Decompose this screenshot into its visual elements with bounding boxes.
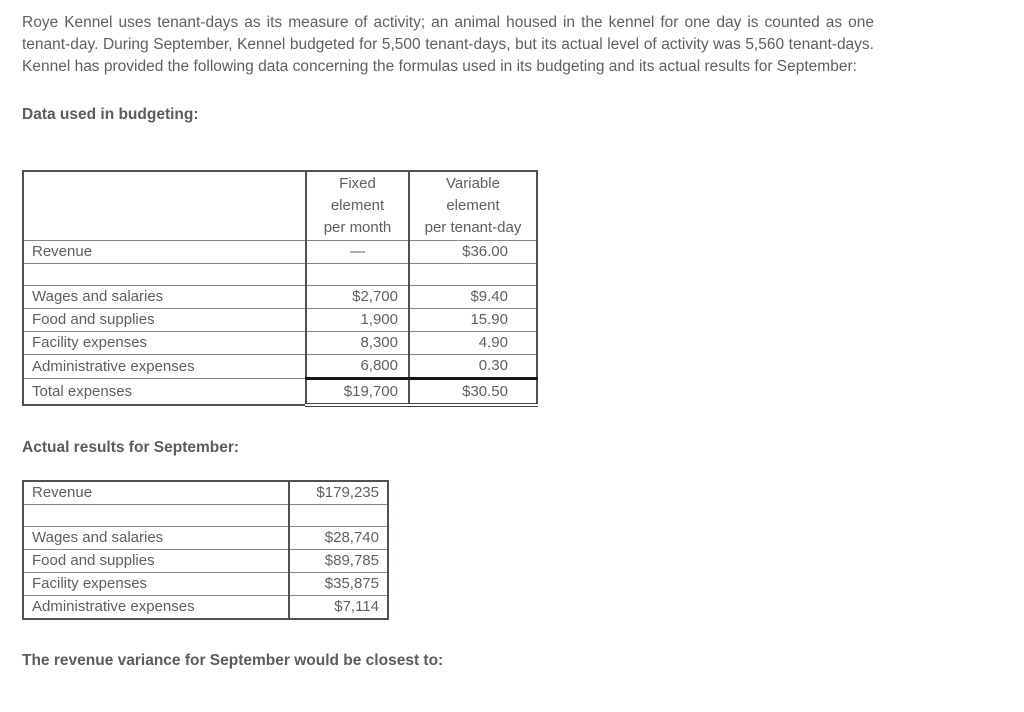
budget-header-row: Fixed element per month Variable element… [22,170,538,241]
blank-cell [408,263,538,286]
row-label: Facility expenses [22,331,307,355]
intro-paragraph: Roye Kennel uses tenant-days as its meas… [22,14,874,75]
variable-value-cell: 0.30 [408,354,538,379]
row-label: Wages and salaries [22,285,307,309]
blank-cell [305,263,410,286]
table-row: Wages and salaries $28,740 [22,526,389,550]
table-row: Revenue $179,235 [22,480,389,505]
amount-cell: $28,740 [288,526,389,550]
spacer-row [22,263,538,286]
table-row: Food and supplies $89,785 [22,549,389,573]
table-row: Revenue — $36.00 [22,240,538,264]
amount-cell: $179,235 [288,480,389,505]
budget-header-fixed: Fixed element per month [305,170,410,241]
variable-value-cell: $36.00 [408,240,538,264]
amount-cell: $35,875 [288,572,389,596]
budget-table: Fixed element per month Variable element… [22,170,538,407]
variable-value-cell: 15.90 [408,308,538,332]
fixed-value-cell: $2,700 [305,285,410,309]
row-label: Facility expenses [22,572,290,596]
table-row: Administrative expenses $7,114 [22,595,389,620]
variable-total-cell: $30.50 [408,377,538,407]
fixed-total-cell: $19,700 [305,377,410,407]
amount-cell: $7,114 [288,595,389,620]
row-label: Administrative expenses [22,595,290,620]
budget-section-heading: Data used in budgeting: [22,106,199,123]
blank-cell [22,263,307,286]
variable-value-cell: $9.40 [408,285,538,309]
row-label: Revenue [22,480,290,505]
spacer-row [22,504,389,527]
row-label: Food and supplies [22,549,290,573]
fixed-value-cell: 1,900 [305,308,410,332]
question-text: The revenue variance for September would… [22,652,444,669]
row-label: Total expenses [22,378,307,406]
budget-header-blank [22,170,307,241]
blank-cell [288,504,389,527]
table-row: Administrative expenses 6,800 0.30 [22,354,538,379]
table-row: Wages and salaries $2,700 $9.40 [22,285,538,309]
variable-value-cell: 4.90 [408,331,538,355]
blank-cell [22,504,290,527]
row-label: Wages and salaries [22,526,290,550]
fixed-value-cell: — [305,240,410,264]
row-label: Administrative expenses [22,354,307,379]
row-label: Food and supplies [22,308,307,332]
actual-section-heading: Actual results for September: [22,439,240,456]
table-row: Facility expenses 8,300 4.90 [22,331,538,355]
amount-cell: $89,785 [288,549,389,573]
actual-results-table: Revenue $179,235 Wages and salaries $28,… [22,480,389,620]
table-row: Facility expenses $35,875 [22,572,389,596]
question-page: Roye Kennel uses tenant-days as its meas… [22,14,874,669]
fixed-value-cell: 6,800 [305,354,410,379]
budget-header-variable: Variable element per tenant-day [408,170,538,241]
total-row: Total expenses $19,700 $30.50 [22,377,538,407]
table-row: Food and supplies 1,900 15.90 [22,308,538,332]
row-label: Revenue [22,240,307,264]
fixed-value-cell: 8,300 [305,331,410,355]
